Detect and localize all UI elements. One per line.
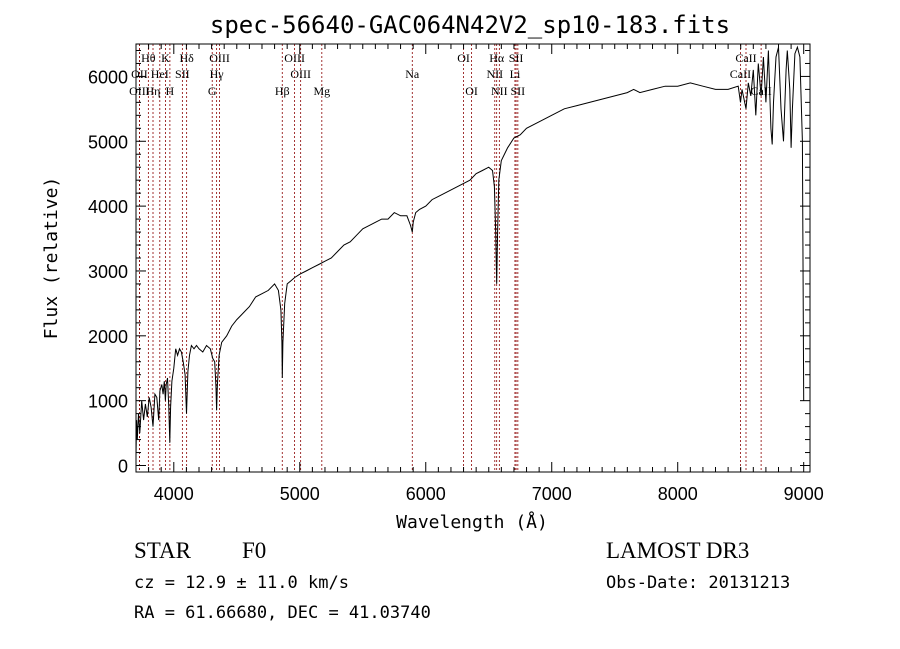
line-marker-label: HeI bbox=[151, 67, 169, 81]
line-marker-label: G bbox=[208, 84, 217, 98]
x-tick-label: 6000 bbox=[406, 484, 446, 504]
y-axis-ticks: 0 1000 2000 3000 4000 5000 6000 bbox=[88, 49, 810, 477]
obs-date: Obs-Date: 20131213 bbox=[606, 573, 791, 593]
x-tick-label: 8000 bbox=[658, 484, 698, 504]
line-marker-label: NII bbox=[486, 67, 503, 81]
line-marker-label: Hα bbox=[489, 51, 505, 65]
emission-line-markers bbox=[139, 44, 762, 472]
x-tick-label: 4000 bbox=[154, 484, 194, 504]
line-marker-label: OIII bbox=[290, 67, 311, 81]
line-marker-label: OI bbox=[457, 51, 470, 65]
line-marker-label: OII bbox=[131, 67, 148, 81]
line-marker-label: K bbox=[161, 51, 170, 65]
line-marker-label: OIII bbox=[129, 84, 150, 98]
line-marker-label: Hη bbox=[146, 84, 161, 98]
line-marker-label: Hβ bbox=[275, 84, 290, 98]
y-tick-label: 3000 bbox=[88, 262, 128, 282]
line-marker-label: Mg bbox=[313, 84, 330, 98]
chart-title: spec-56640-GAC064N42V2_sp10-183.fits bbox=[210, 11, 730, 39]
y-tick-label: 0 bbox=[118, 457, 128, 477]
y-tick-label: 6000 bbox=[88, 67, 128, 87]
x-axis-label: Wavelength (Å) bbox=[396, 511, 548, 533]
line-marker-label: SII bbox=[509, 51, 524, 65]
line-marker-label: Li bbox=[510, 67, 521, 81]
line-marker-label: OIII bbox=[209, 51, 230, 65]
line-marker-label: OI bbox=[465, 84, 478, 98]
y-axis-label: Flux (relative) bbox=[41, 177, 62, 340]
survey-name: LAMOST DR3 bbox=[606, 538, 750, 563]
line-marker-label: Hδ bbox=[179, 51, 194, 65]
x-tick-label: 5000 bbox=[280, 484, 320, 504]
line-marker-label: Hθ bbox=[141, 51, 156, 65]
y-tick-label: 1000 bbox=[88, 392, 128, 412]
line-marker-label: NII bbox=[491, 84, 508, 98]
line-marker-label: SII bbox=[511, 84, 526, 98]
y-tick-label: 4000 bbox=[88, 197, 128, 217]
line-marker-label: CaII bbox=[735, 51, 756, 65]
spectrum-line bbox=[135, 45, 805, 456]
object-class: STAR bbox=[134, 538, 191, 563]
line-marker-label: Na bbox=[405, 67, 420, 81]
x-tick-label: 7000 bbox=[532, 484, 572, 504]
plot-frame bbox=[135, 43, 811, 473]
x-tick-label: 9000 bbox=[784, 484, 824, 504]
line-marker-label: Hγ bbox=[210, 67, 225, 81]
line-marker-label: SII bbox=[175, 67, 190, 81]
object-subclass: F0 bbox=[242, 538, 267, 563]
line-marker-label: OIII bbox=[284, 51, 305, 65]
y-tick-label: 2000 bbox=[88, 327, 128, 347]
line-marker-label: CaII bbox=[730, 67, 751, 81]
line-marker-label: H bbox=[166, 84, 175, 98]
coordinates: RA = 61.66680, DEC = 41.03740 bbox=[134, 603, 431, 623]
redshift-info: cz = 12.9 ± 11.0 km/s bbox=[134, 573, 349, 593]
x-axis-ticks: 4000 5000 6000 7000 8000 9000 bbox=[135, 44, 824, 504]
y-tick-label: 5000 bbox=[88, 132, 128, 152]
